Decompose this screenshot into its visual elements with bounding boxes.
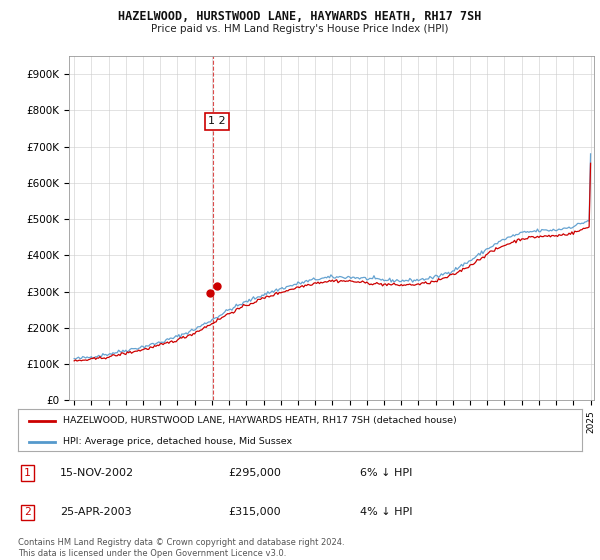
Text: Contains HM Land Registry data © Crown copyright and database right 2024.: Contains HM Land Registry data © Crown c… [18,538,344,547]
Text: 2: 2 [24,507,31,517]
Text: This data is licensed under the Open Government Licence v3.0.: This data is licensed under the Open Gov… [18,549,286,558]
Text: Price paid vs. HM Land Registry's House Price Index (HPI): Price paid vs. HM Land Registry's House … [151,24,449,34]
Text: HPI: Average price, detached house, Mid Sussex: HPI: Average price, detached house, Mid … [63,437,292,446]
Text: 6% ↓ HPI: 6% ↓ HPI [360,468,412,478]
Text: £315,000: £315,000 [228,507,281,517]
Text: 15-NOV-2002: 15-NOV-2002 [60,468,134,478]
Text: HAZELWOOD, HURSTWOOD LANE, HAYWARDS HEATH, RH17 7SH (detached house): HAZELWOOD, HURSTWOOD LANE, HAYWARDS HEAT… [63,416,457,425]
Text: 25-APR-2003: 25-APR-2003 [60,507,131,517]
Text: 1 2: 1 2 [208,116,226,126]
Text: £295,000: £295,000 [228,468,281,478]
Text: 1: 1 [24,468,31,478]
Text: HAZELWOOD, HURSTWOOD LANE, HAYWARDS HEATH, RH17 7SH: HAZELWOOD, HURSTWOOD LANE, HAYWARDS HEAT… [118,10,482,23]
Text: 4% ↓ HPI: 4% ↓ HPI [360,507,413,517]
